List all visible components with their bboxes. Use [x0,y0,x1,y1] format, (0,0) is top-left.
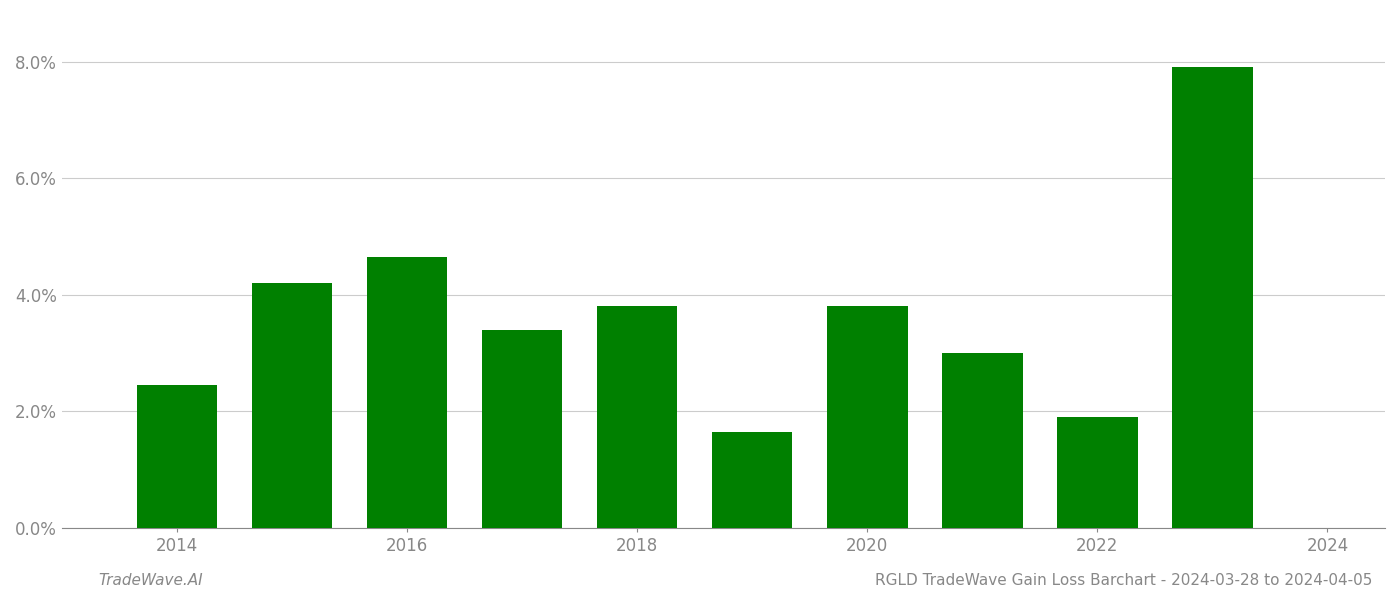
Bar [827,307,907,528]
Bar [137,385,217,528]
Bar [252,283,332,528]
Bar [482,330,563,528]
Bar [596,307,678,528]
Bar [713,432,792,528]
Bar [367,257,447,528]
Bar [1172,67,1253,528]
Bar [1057,417,1138,528]
Bar [942,353,1022,528]
Text: TradeWave.AI: TradeWave.AI [98,573,203,588]
Text: RGLD TradeWave Gain Loss Barchart - 2024-03-28 to 2024-04-05: RGLD TradeWave Gain Loss Barchart - 2024… [875,573,1372,588]
